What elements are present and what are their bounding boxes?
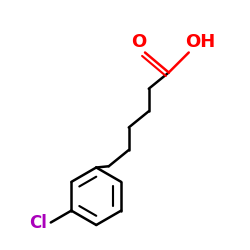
Text: OH: OH [185, 33, 215, 51]
Text: O: O [131, 33, 146, 51]
Text: Cl: Cl [29, 214, 47, 232]
